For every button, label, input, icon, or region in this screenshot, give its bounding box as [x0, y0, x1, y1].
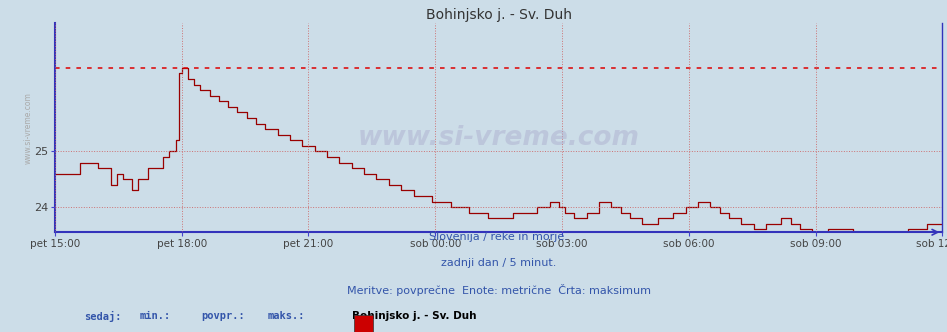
Text: zadnji dan / 5 minut.: zadnji dan / 5 minut. — [441, 258, 556, 268]
Text: sedaj:: sedaj: — [84, 311, 122, 322]
Text: maks.:: maks.: — [268, 311, 305, 321]
Y-axis label: www.si-vreme.com: www.si-vreme.com — [24, 92, 32, 164]
Text: min.:: min.: — [139, 311, 170, 321]
Text: www.si-vreme.com: www.si-vreme.com — [358, 125, 639, 151]
Text: Slovenija / reke in morje.: Slovenija / reke in morje. — [429, 232, 568, 242]
Text: Meritve: povprečne  Enote: metrične  Črta: maksimum: Meritve: povprečne Enote: metrične Črta:… — [347, 284, 651, 296]
Bar — [354, 315, 373, 332]
Text: Bohinjsko j. - Sv. Duh: Bohinjsko j. - Sv. Duh — [352, 311, 476, 321]
Text: povpr.:: povpr.: — [202, 311, 245, 321]
Title: Bohinjsko j. - Sv. Duh: Bohinjsko j. - Sv. Duh — [425, 8, 572, 22]
